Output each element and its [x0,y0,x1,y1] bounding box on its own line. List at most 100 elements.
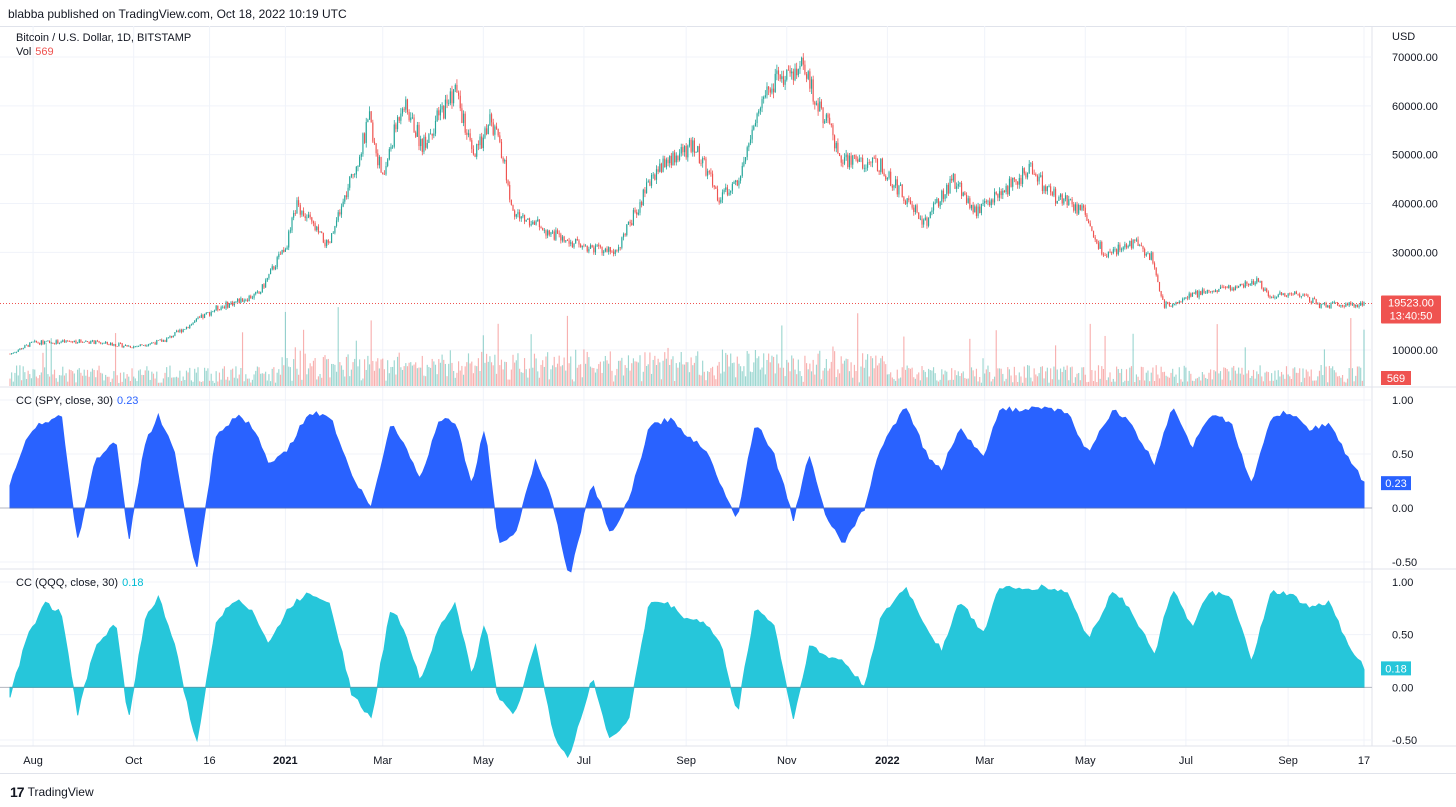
candle-body [1348,302,1350,306]
candle-body [368,111,371,120]
candle-body [238,298,240,303]
volume-bar [37,378,39,386]
volume-bar [425,376,427,386]
candle-body [837,142,839,154]
candle-body [952,173,954,181]
volume-bar [593,368,595,386]
candle-body [362,133,364,154]
candle-body [464,113,466,133]
volume-bar [418,367,420,386]
candle-body [1153,263,1156,268]
volume-bar [972,370,974,386]
candle-body [467,133,470,135]
volume-bar [1323,349,1325,386]
candle-body [957,184,959,187]
volume-bar [1315,380,1317,386]
volume-bar [754,350,757,386]
candle-body [382,172,384,175]
candle-body [1249,284,1251,286]
candle-body [429,133,432,135]
volume-bar [868,376,870,386]
volume-bar [901,367,903,386]
volume-bar [1066,365,1068,386]
candle-body [395,124,397,130]
candle-body [1109,251,1111,253]
candle-body [707,171,709,176]
volume-bar [646,365,648,386]
candle-body [1335,302,1337,303]
tradingview-logo[interactable]: 17 TradingView [10,784,94,800]
volume-bar [687,362,689,386]
candle-body [416,124,418,137]
candle-body [743,161,745,166]
candle-body [984,201,986,204]
volume-bar [644,352,646,386]
candle-body [319,231,321,233]
candle-body [217,305,219,310]
candle-body [646,182,648,194]
volume-bar [462,374,465,386]
volume-bar [952,379,954,386]
volume-bar [1114,381,1116,386]
volume-bar [761,367,763,386]
candle-body [711,173,714,186]
candle-body [355,166,357,175]
volume-bar [45,342,47,386]
volume-bar [637,362,639,386]
volume-bar [309,363,311,386]
volume-bar [167,377,169,386]
volume-bar [1140,366,1142,386]
volume-bar [1145,372,1147,386]
volume-bar [253,374,255,386]
volume-bar [693,362,695,386]
candle-body [331,233,333,243]
candle-body [83,341,85,343]
volume-bar [1091,370,1093,386]
cc-qqq-tick-label: 0.50 [1392,630,1413,642]
volume-bar [1125,369,1128,386]
volume-bar [106,376,108,386]
candle-body [1175,302,1177,304]
time-tick-label: Sep [1278,755,1298,767]
candle-body [1193,293,1195,294]
volume-bar [603,361,605,386]
candle-body [101,343,103,345]
volume-bar [349,376,351,386]
volume-bar [749,371,752,386]
volume-bar [62,366,64,386]
volume-bar [449,350,451,386]
candle-body [647,181,649,183]
candle-body [809,71,811,89]
volume-bar [970,367,973,386]
candle-body [1068,199,1070,205]
volume-bar [246,378,249,386]
volume-bar [9,378,11,386]
candle-body [1236,286,1238,288]
volume-bar [207,368,209,386]
chart-canvas[interactable]: 70000.0060000.0050000.0040000.0030000.00… [0,26,1456,773]
volume-bar [378,368,380,386]
volume-bar [1040,366,1042,386]
volume-bar [189,367,191,386]
candle-body [669,155,671,164]
price-tick-label: 10000.00 [1392,345,1438,357]
volume-bar [159,382,161,386]
candle-body [561,236,564,241]
volume-bar [885,364,887,386]
candle-body [220,307,222,311]
candle-body [690,139,692,152]
volume-bar [1213,370,1215,386]
candle-body [113,344,115,346]
volume-bar [492,365,494,386]
candle-body [116,346,118,347]
candle-body [1262,288,1264,291]
candle-body [789,70,791,74]
candle-body [317,226,319,233]
volume-bar [632,358,634,386]
candle-body [162,340,164,342]
volume-bar [32,369,34,386]
volume-bar [484,362,486,386]
candle-body [705,158,707,176]
candle-body [1033,173,1035,175]
volume-bar [525,369,527,386]
